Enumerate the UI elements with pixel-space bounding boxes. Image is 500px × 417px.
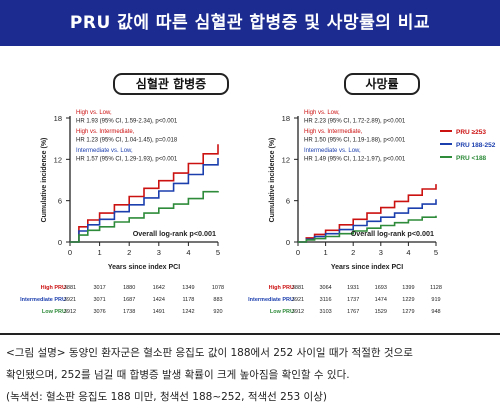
cv-risk-cell: 1242 (182, 309, 194, 315)
cv-risk-label: High PRU (41, 285, 66, 291)
mortality-legend-label-high: PRU ≥253 (456, 129, 486, 136)
mortality-logrank-label: Overall log-rank p<0.001 (351, 229, 434, 238)
cv-annotation-line: HR 1.23 (95% CI, 1.04-1.45), p=0.018 (76, 138, 178, 144)
mortality-risk-cell: 919 (431, 297, 440, 303)
figure-caption: <그림 설명> 동양인 환자군은 혈소판 응집도 값이 188에서 252 사이… (0, 333, 500, 417)
mortality-risk-cell: 1279 (402, 309, 414, 315)
cv-risk-cell: 920 (213, 309, 222, 315)
cv-risk-label: Intermediate PRU (20, 297, 66, 303)
cv-x-tick-label: 0 (68, 248, 72, 257)
mortality-y-tick-label: 6 (286, 197, 290, 206)
cv-y-tick-label: 6 (58, 197, 62, 206)
mortality-annotation-line: HR 2.23 (95% CI, 1.72-2.89), p<0.001 (304, 119, 406, 125)
mortality-risk-cell: 3103 (319, 309, 331, 315)
cv-annotation-line: Intermediate vs. Low, (76, 148, 133, 154)
mortality-risk-cell: 1767 (347, 309, 359, 315)
cv-series-high (70, 144, 219, 243)
mortality-risk-label: Intermediate PRU (248, 297, 294, 303)
cv-y-tick-label: 12 (54, 155, 62, 164)
cv-risk-cell: 1687 (123, 297, 135, 303)
cv-x-tick-label: 5 (216, 248, 220, 257)
cv-x-tick-label: 4 (186, 248, 190, 257)
cv-risk-cell: 883 (213, 297, 222, 303)
cv-risk-cell: 3071 (93, 297, 105, 303)
mortality-x-axis-label: Years since index PCI (331, 264, 403, 271)
cv-annotation-line: High vs. Low, (76, 110, 112, 116)
cv-risk-cell: 1424 (153, 297, 165, 303)
mortality-risk-cell: 1737 (347, 297, 359, 303)
cv-annotation-line: HR 1.57 (95% CI, 1.29-1.93), p<0.001 (76, 157, 178, 163)
cv-series-intermediate (70, 158, 219, 243)
cv-x-axis-label: Years since index PCI (108, 264, 180, 271)
mortality-legend-label-intermediate: PRU 188-252 (456, 142, 496, 149)
cv-risk-cell: 3912 (64, 309, 76, 315)
mortality-risk-cell: 3116 (320, 297, 332, 303)
cv-y-tick-label: 0 (58, 238, 62, 247)
mortality-y-tick-label: 18 (282, 114, 290, 123)
panel-badge-mortality: 사망률 (344, 73, 420, 95)
cv-logrank-label: Overall log-rank p<0.001 (133, 229, 216, 238)
cv-risk-cell: 3881 (64, 285, 76, 291)
mortality-annotation-line: HR 1.49 (95% CI, 1.12-1.97), p<0.001 (304, 157, 406, 163)
mortality-risk-cell: 3064 (319, 285, 331, 291)
mortality-risk-cell: 948 (431, 309, 440, 315)
mortality-risk-cell: 1693 (375, 285, 387, 291)
cv-x-tick-label: 1 (98, 248, 102, 257)
cv-risk-cell: 1178 (182, 297, 194, 303)
cv-y-axis-label: Cumulative incidence (%) (41, 138, 48, 223)
cv-risk-cell: 1880 (123, 285, 135, 291)
mortality-annotation-line: High vs. Intermediate, (304, 129, 363, 135)
cv-annotation-line: HR 1.93 (95% CI, 1.59-2.34), p<0.001 (76, 119, 178, 125)
panel-badge-cv: 심혈관 합병증 (113, 73, 229, 95)
cv-x-tick-label: 3 (157, 248, 161, 257)
mortality-risk-label: Low PRU (270, 309, 294, 315)
mortality-risk-cell: 1529 (375, 309, 387, 315)
mortality-annotation-line: High vs. Low, (304, 110, 340, 116)
mortality-x-tick-label: 4 (406, 248, 410, 257)
mortality-risk-cell: 1128 (430, 285, 442, 291)
mortality-series-high (298, 184, 437, 243)
cv-risk-cell: 3076 (93, 309, 105, 315)
mortality-y-axis-label: Cumulative incidence (%) (269, 138, 276, 223)
mortality-x-tick-label: 2 (351, 248, 355, 257)
caption-line-2: 확인됐으며, 252를 넘길 때 합병증 발생 확률이 크게 높아짐을 확인할 … (6, 369, 350, 381)
mortality-annotation-line: HR 1.50 (95% CI, 1.19-1.88), p<0.001 (304, 138, 406, 144)
mortality-risk-cell: 1399 (402, 285, 414, 291)
cv-risk-cell: 3017 (93, 285, 105, 291)
mortality-risk-cell: 1229 (402, 297, 414, 303)
page-title: PRU 값에 따른 심혈관 합병증 및 사망률의 비교 (69, 13, 431, 33)
mortality-risk-cell: 3921 (292, 297, 304, 303)
mortality-risk-cell: 1931 (347, 285, 359, 291)
cv-risk-cell: 1078 (212, 285, 224, 291)
mortality-risk-cell: 3881 (292, 285, 304, 291)
cv-x-tick-label: 2 (127, 248, 131, 257)
mortality-series-low (298, 215, 437, 243)
title-banner: PRU 값에 따른 심혈관 합병증 및 사망률의 비교 (0, 0, 500, 46)
cv-risk-cell: 1738 (123, 309, 135, 315)
caption-line-1: <그림 설명> 동양인 환자군은 혈소판 응집도 값이 188에서 252 사이… (6, 347, 413, 359)
cv-annotation-line: High vs. Intermediate, (76, 129, 135, 135)
mortality-y-tick-label: 12 (282, 155, 290, 164)
mortality-y-tick-label: 0 (286, 238, 290, 247)
mortality-legend-label-low: PRU <188 (456, 155, 487, 162)
mortality-series-intermediate (298, 199, 437, 243)
mortality-risk-label: High PRU (269, 285, 294, 291)
mortality-x-tick-label: 5 (434, 248, 438, 257)
mortality-x-tick-label: 3 (379, 248, 383, 257)
cv-series-low (70, 190, 219, 243)
cv-risk-cell: 3921 (64, 297, 76, 303)
mortality-annotation-line: Intermediate vs. Low, (304, 148, 361, 154)
mortality-risk-cell: 1474 (375, 297, 387, 303)
mortality-risk-cell: 3912 (292, 309, 304, 315)
cv-risk-cell: 1491 (153, 309, 165, 315)
cv-risk-cell: 1349 (182, 285, 194, 291)
cv-risk-cell: 1642 (153, 285, 165, 291)
cv-y-tick-label: 18 (54, 114, 62, 123)
mortality-x-tick-label: 1 (324, 248, 328, 257)
caption-line-3: (녹색선: 혈소판 응집도 188 미만, 청색선 188~252, 적색선 2… (6, 391, 327, 403)
cv-risk-label: Low PRU (42, 309, 66, 315)
mortality-x-tick-label: 0 (296, 248, 300, 257)
